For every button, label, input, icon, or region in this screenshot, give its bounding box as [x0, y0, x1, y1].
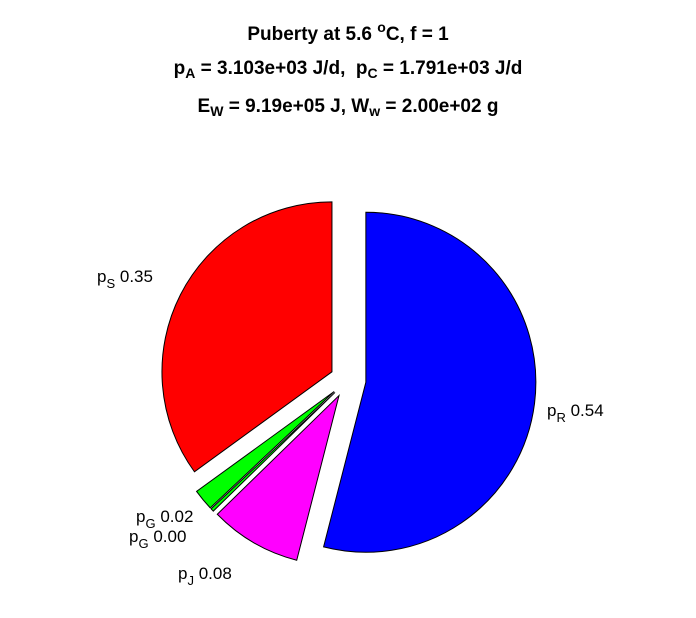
pie-slice-pg-2 [210, 392, 336, 512]
chart-title: Puberty at 5.6 oC, f = 1 pA = 3.103e+03 … [0, 10, 696, 128]
slice-label-1: pJ 0.08 [178, 564, 232, 588]
title-line-1: Puberty at 5.6 oC, f = 1 [247, 19, 449, 45]
title-line-2: pA = 3.103e+03 J/d, pC = 1.791e+03 J/d [173, 58, 523, 81]
title-line-3: EW = 9.19e+05 J, Ww = 2.00e+02 g [197, 96, 499, 119]
slice-label-0: pR 0.54 [547, 401, 604, 425]
slice-label-2: pG 0.00 [129, 527, 186, 551]
pie-slice-pg-3 [195, 391, 335, 509]
pie-slice-ps-4 [161, 201, 333, 473]
pie-slice-pr-0 [322, 211, 537, 553]
slice-label-3: pG 0.02 [136, 507, 193, 531]
pie-slice-pj-1 [216, 393, 340, 561]
slice-label-4: pS 0.35 [97, 267, 153, 291]
